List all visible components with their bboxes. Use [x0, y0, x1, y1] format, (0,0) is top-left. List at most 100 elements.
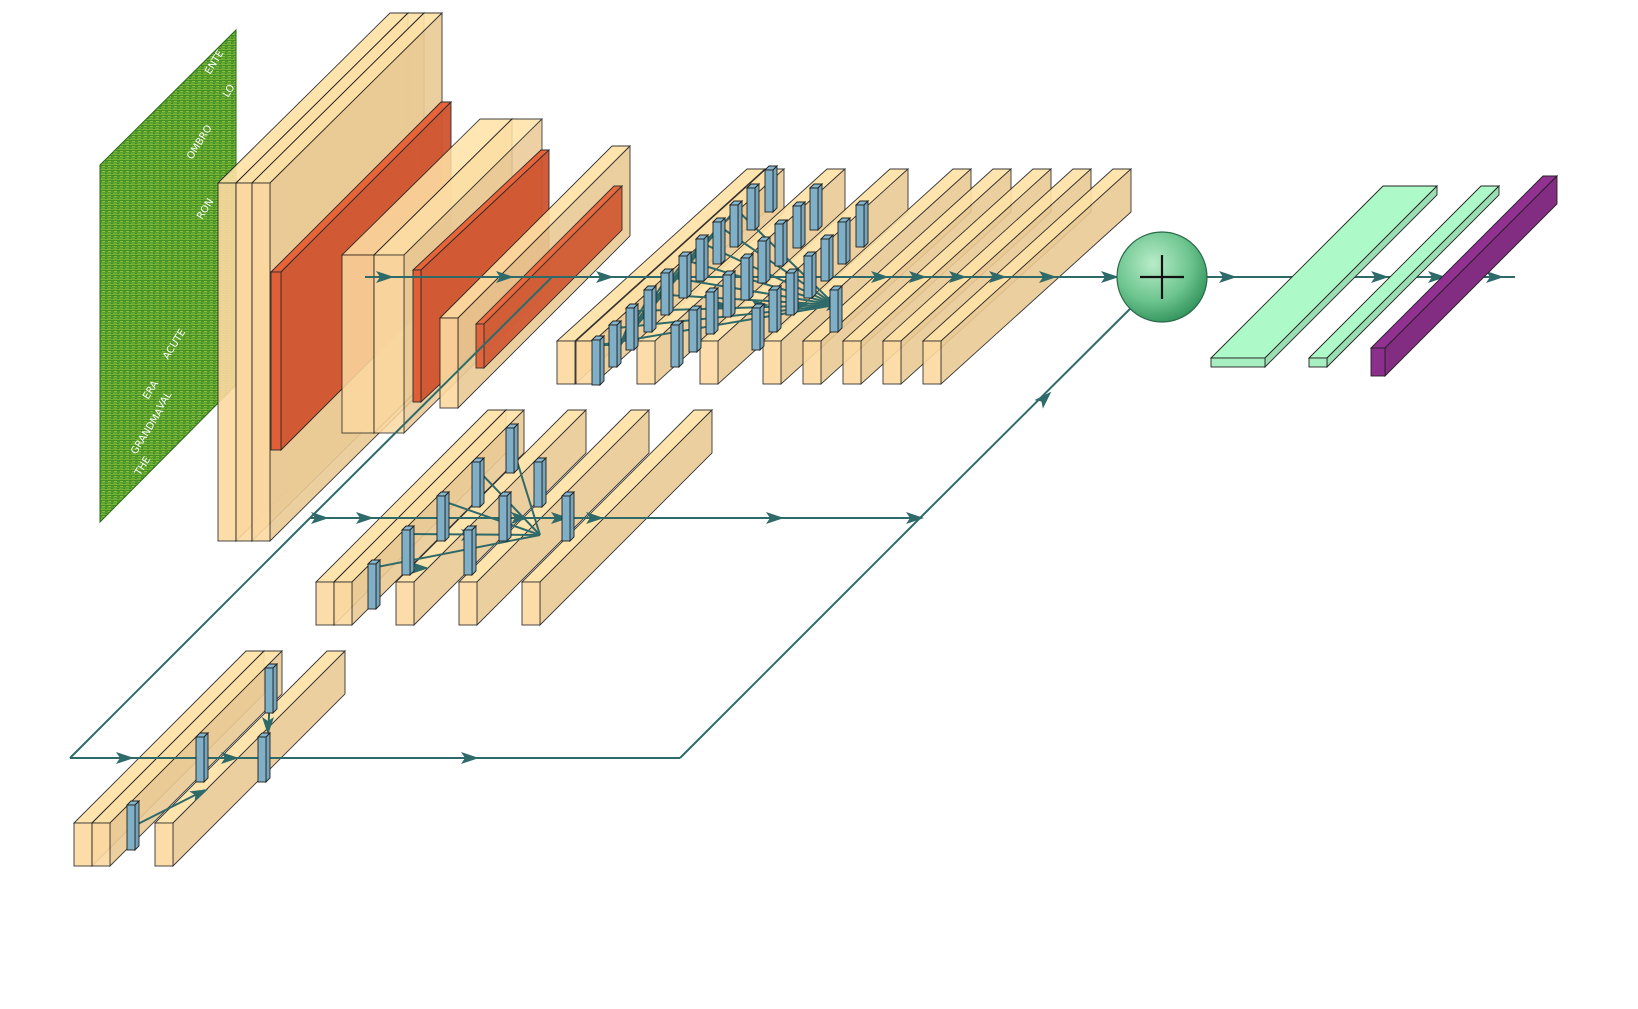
filter-kernel: [263, 662, 279, 715]
mid-branch-slab-front: [315, 581, 335, 626]
bottom-branch-slab-front: [154, 822, 174, 867]
filter-kernel-side: [759, 302, 765, 352]
filter-kernel-side: [616, 319, 622, 369]
top-branch-slab-front: [636, 340, 656, 385]
filter-kernel: [739, 252, 755, 302]
softmax-layer: [1369, 174, 1559, 378]
filter-kernel-front: [126, 804, 136, 851]
filter-kernel-front: [670, 324, 680, 368]
filter-kernel: [642, 284, 658, 334]
dense-layer-2-front: [1308, 357, 1328, 368]
arrowhead-shape: [1034, 391, 1052, 409]
filter-kernel: [802, 250, 818, 300]
filter-kernel: [836, 216, 852, 266]
filter-kernel-front: [688, 309, 698, 353]
filter-kernel-side: [800, 200, 806, 250]
filter-kernel-front: [561, 495, 571, 542]
arrowhead-icon: [356, 512, 374, 524]
conv2-block-b-front: [373, 254, 405, 434]
filter-kernel: [677, 250, 693, 300]
mid-branch-slab-front: [458, 581, 478, 626]
filter-kernel: [400, 524, 416, 577]
arrowhead-shape: [1428, 271, 1446, 283]
fan-connection: [371, 534, 541, 569]
filter-kernel-side: [633, 302, 639, 352]
filter-kernel-side: [444, 490, 450, 543]
top-branch-slab-front: [575, 340, 595, 385]
filter-kernel-front: [695, 238, 705, 282]
filter-kernel-side: [471, 524, 477, 577]
arrowhead-shape: [1101, 271, 1119, 283]
dense-layer-1-front: [1210, 357, 1266, 368]
arrowhead-shape: [989, 271, 1007, 283]
filter-kernel-front: [367, 563, 377, 610]
arrowhead-icon: [871, 271, 889, 283]
dense-layer-1: [1209, 184, 1439, 369]
filter-kernel-side: [782, 218, 788, 268]
filter-kernel-side: [696, 304, 702, 354]
filter-kernel-front: [803, 255, 813, 299]
dense-layer-2: [1307, 184, 1501, 369]
conv3-block-front: [439, 317, 459, 409]
filter-kernel: [504, 422, 520, 475]
arrowhead-icon: [262, 717, 274, 735]
filter-kernel-side: [837, 284, 843, 334]
fan-connection: [439, 499, 541, 536]
arrowhead-shape: [461, 752, 479, 764]
filter-kernel-front: [855, 204, 865, 248]
filter-kernel: [808, 182, 824, 232]
filter-kernel: [854, 199, 870, 249]
filter-kernel-front: [740, 257, 750, 301]
arrowhead-icon: [189, 789, 209, 803]
arrowhead-icon: [989, 271, 1007, 283]
arrowhead-icon: [766, 512, 784, 524]
filter-kernel-front: [820, 238, 830, 282]
arrowhead-icon: [1039, 271, 1057, 283]
filter-kernel-front: [257, 736, 267, 783]
branch-mid-diagonal: [309, 276, 553, 519]
filter-kernel-side: [409, 524, 415, 577]
pool1-block-front: [270, 271, 282, 451]
filter-kernel: [687, 304, 703, 354]
filter-kernel: [750, 302, 766, 352]
top-branch-slab-front: [882, 340, 902, 385]
filter-kernel: [704, 286, 720, 336]
filter-kernel-front: [471, 461, 481, 508]
filter-kernel: [532, 456, 548, 509]
filter-kernel: [819, 233, 835, 283]
mid-branch-slab-front: [521, 581, 541, 626]
arrowhead-shape: [551, 512, 569, 524]
filter-kernel-front: [712, 221, 722, 265]
filter-kernel-front: [837, 221, 847, 265]
arrowhead-shape: [189, 789, 209, 803]
arrowhead-shape: [871, 271, 889, 283]
filter-kernel-front: [608, 324, 618, 368]
filter-kernel-front: [498, 495, 508, 542]
filter-kernel: [767, 284, 783, 334]
filter-kernel-side: [506, 490, 512, 543]
arrowhead-icon: [1371, 271, 1389, 283]
top-branch-slab-front: [922, 340, 942, 385]
arrowhead-icon: [949, 271, 967, 283]
bottom-branch-slab-front: [73, 822, 93, 867]
mid-branch-slab-front: [395, 581, 415, 626]
arrowhead-shape: [376, 271, 394, 283]
top-branch-slab-front: [556, 340, 576, 385]
filter-kernel-side: [748, 252, 754, 302]
conv1-block-b-front: [235, 182, 253, 542]
filter-kernel-front: [643, 289, 653, 333]
branch-bottom-diagonal: [69, 517, 311, 759]
filter-kernel: [828, 284, 844, 334]
arrowhead-shape: [311, 512, 329, 524]
conv1-block-a-front: [217, 182, 237, 542]
conv1-block-c-front: [251, 182, 271, 542]
pool2-block-front: [412, 269, 422, 403]
arrowhead-shape: [1486, 271, 1504, 283]
arrowhead-icon: [311, 512, 329, 524]
arrowhead-icon: [461, 752, 479, 764]
filter-kernel-front: [436, 495, 446, 542]
filter-kernel-side: [686, 250, 692, 300]
filter-kernel-front: [785, 272, 795, 316]
arrowhead-shape: [1039, 271, 1057, 283]
filter-kernel-side: [754, 182, 760, 232]
